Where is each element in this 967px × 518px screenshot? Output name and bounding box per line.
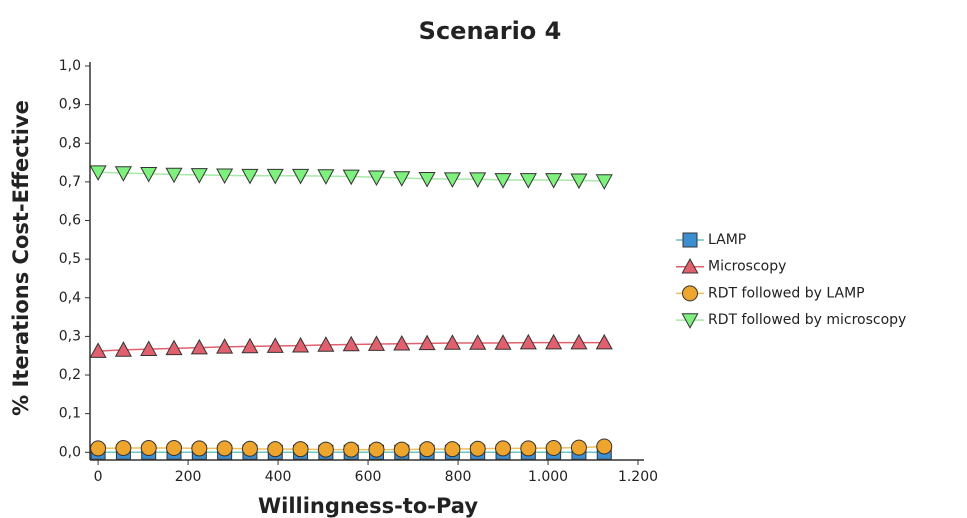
legend-marker	[681, 257, 699, 274]
data-point	[241, 337, 259, 354]
data-point	[317, 336, 335, 352]
y-tick-label: 0,1	[59, 406, 81, 422]
y-tick-label: 0,2	[59, 367, 81, 383]
data-point	[292, 336, 310, 353]
x-tick-label: 1.200	[618, 469, 658, 485]
y-tick-label: 0,3	[59, 328, 81, 344]
data-point	[418, 171, 436, 188]
legend-marker	[682, 285, 698, 302]
y-tick-label: 1,0	[59, 58, 81, 74]
chart-title: Scenario 4	[419, 17, 562, 45]
y-tick-label: 0,6	[59, 213, 81, 229]
x-tick-label: 400	[265, 469, 292, 485]
y-tick-label: 0,7	[59, 174, 81, 190]
data-point	[367, 335, 386, 351]
data-point	[494, 173, 512, 189]
data-point	[115, 440, 132, 457]
data-point	[216, 168, 234, 185]
legend-label: Microscopy	[708, 259, 786, 275]
data-point	[241, 168, 259, 185]
data-point	[469, 334, 487, 350]
data-point	[596, 438, 613, 455]
data-point	[367, 170, 386, 186]
data-point	[443, 334, 461, 350]
legend-marker	[681, 313, 699, 329]
data-point	[165, 167, 183, 184]
data-point	[90, 440, 107, 457]
data-point	[165, 339, 183, 356]
data-point	[570, 173, 588, 190]
x-tick-label: 1.000	[528, 469, 568, 485]
data-point	[393, 334, 411, 351]
data-point	[89, 165, 107, 181]
data-point	[292, 168, 310, 185]
data-point	[545, 333, 563, 350]
data-point	[570, 439, 587, 456]
data-point	[444, 441, 461, 458]
data-point	[545, 173, 563, 189]
data-point	[418, 334, 436, 351]
x-tick-label: 800	[445, 469, 472, 485]
data-point	[495, 440, 512, 457]
data-point	[266, 337, 284, 353]
data-point	[140, 440, 157, 457]
data-point	[190, 338, 208, 355]
data-point	[545, 440, 562, 457]
data-point	[166, 440, 183, 457]
data-point	[317, 441, 334, 458]
data-point	[241, 440, 258, 457]
data-point	[595, 174, 613, 190]
data-point	[190, 168, 208, 184]
data-point	[191, 440, 208, 457]
legend-marker	[682, 232, 698, 248]
legend-label: LAMP	[708, 232, 746, 248]
data-point	[368, 441, 385, 458]
x-tick-label: 200	[175, 469, 202, 485]
x-tick-label: 0	[94, 469, 103, 485]
data-point	[292, 441, 309, 458]
data-point	[343, 441, 360, 458]
data-point	[469, 172, 487, 188]
legend-label: RDT followed by microscopy	[708, 312, 906, 328]
data-point	[140, 340, 158, 356]
data-point	[267, 441, 284, 458]
data-point	[266, 168, 284, 185]
data-point	[443, 172, 461, 188]
data-point	[570, 333, 588, 350]
legend-label: RDT followed by LAMP	[708, 285, 865, 301]
data-point	[393, 171, 411, 187]
y-tick-label: 0,5	[59, 251, 81, 267]
data-point	[520, 440, 537, 457]
data-point	[595, 333, 613, 350]
x-axis-label: Willingness-to-Pay	[258, 494, 478, 518]
y-tick-label: 0,9	[59, 97, 81, 113]
data-point	[216, 338, 234, 354]
y-tick-label: 0,0	[59, 444, 81, 460]
y-axis-label: % Iterations Cost-Effective	[9, 100, 33, 416]
y-tick-label: 0,4	[59, 290, 81, 306]
data-point	[342, 169, 360, 186]
data-point	[140, 166, 158, 183]
x-tick-label: 600	[355, 469, 382, 485]
y-tick-label: 0,8	[59, 135, 81, 151]
data-point	[519, 333, 537, 350]
data-point	[89, 342, 107, 358]
data-point	[114, 166, 132, 182]
data-point	[519, 173, 537, 189]
data-point	[494, 334, 512, 350]
data-point	[114, 341, 132, 357]
data-point	[419, 441, 436, 458]
data-point	[393, 441, 410, 458]
data-point	[317, 169, 335, 185]
data-point	[342, 335, 360, 352]
data-point	[216, 440, 233, 457]
data-point	[469, 440, 486, 457]
